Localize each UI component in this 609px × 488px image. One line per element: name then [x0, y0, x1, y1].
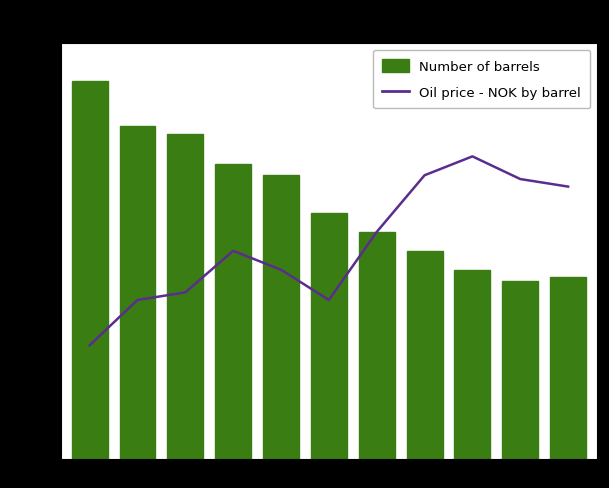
Bar	[119, 127, 155, 459]
Bar	[407, 251, 443, 459]
Bar	[550, 278, 586, 459]
Bar	[167, 134, 203, 459]
Bar	[263, 176, 299, 459]
Bar	[454, 270, 490, 459]
Bar	[215, 164, 251, 459]
Bar	[359, 232, 395, 459]
Bar	[311, 214, 347, 459]
Bar	[72, 81, 108, 459]
Bar	[502, 282, 538, 459]
Legend: Number of barrels, Oil price - NOK by barrel: Number of barrels, Oil price - NOK by ba…	[373, 50, 590, 109]
